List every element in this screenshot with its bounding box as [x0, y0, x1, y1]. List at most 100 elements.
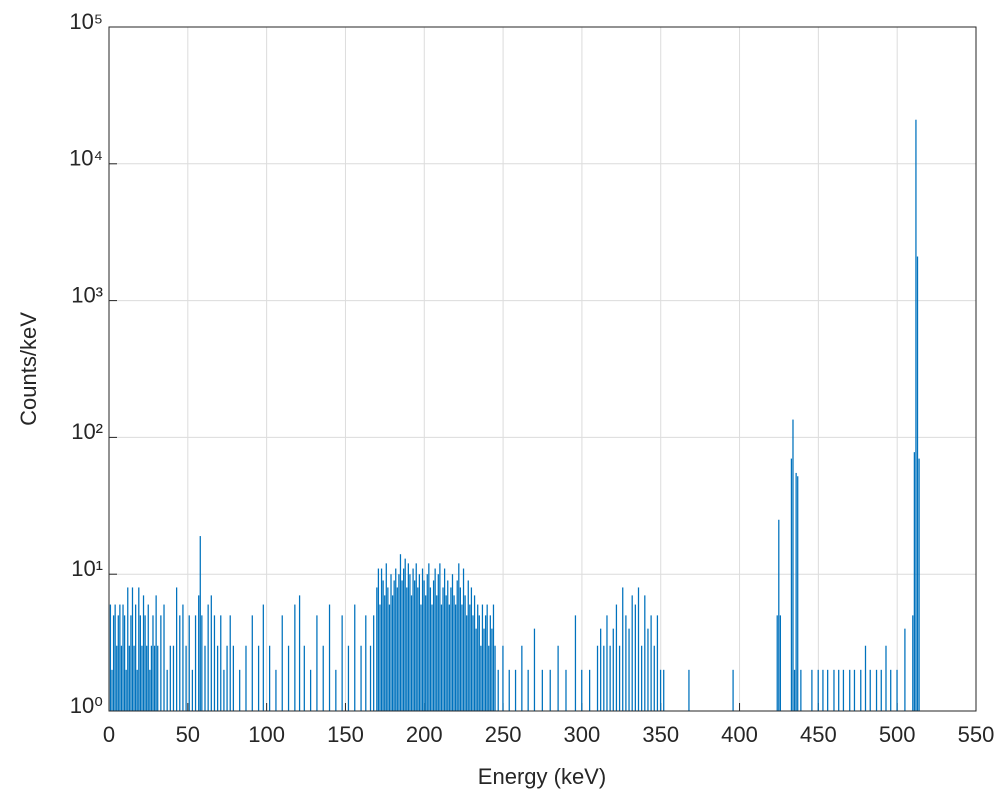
x-tick-label: 350 — [642, 722, 679, 747]
bar — [369, 645, 372, 711]
bar — [152, 615, 154, 711]
bar — [426, 574, 428, 711]
bar — [565, 669, 567, 711]
bar — [131, 587, 134, 711]
bar — [483, 628, 485, 711]
bar — [896, 669, 898, 711]
bar — [213, 615, 216, 711]
bar — [811, 669, 813, 711]
bar — [634, 604, 636, 711]
y-tick-label: 10³ — [71, 282, 103, 307]
bar — [210, 595, 212, 711]
bar — [514, 669, 517, 711]
bar — [491, 628, 493, 711]
bar — [494, 645, 496, 711]
bar — [618, 645, 621, 711]
bar — [136, 669, 138, 711]
bar — [414, 580, 416, 711]
bar — [461, 604, 463, 711]
bar — [135, 604, 137, 711]
bar — [574, 615, 577, 711]
bar — [842, 669, 845, 711]
bar — [885, 645, 887, 711]
bar — [390, 574, 392, 711]
bar — [175, 587, 178, 711]
bar — [853, 669, 856, 711]
bar — [793, 669, 796, 711]
bar — [838, 669, 840, 711]
bar — [439, 563, 441, 711]
bar — [434, 568, 436, 711]
bar — [890, 669, 892, 711]
bar — [376, 587, 378, 711]
bar — [688, 669, 690, 711]
bar — [316, 615, 318, 711]
bar — [269, 645, 271, 711]
y-tick-label: 10¹ — [71, 556, 103, 581]
bar — [229, 615, 231, 711]
bar — [833, 669, 835, 711]
bar — [114, 604, 116, 711]
bar — [109, 604, 112, 711]
x-tick-label: 500 — [879, 722, 916, 747]
bar — [138, 587, 140, 711]
bar — [111, 669, 113, 711]
y-tick-label: 10⁴ — [69, 146, 103, 171]
bar — [612, 628, 614, 711]
y-tick-label: 10² — [71, 419, 103, 444]
bar — [328, 604, 331, 711]
x-tick-label: 200 — [406, 722, 443, 747]
bar — [199, 536, 201, 711]
bar — [653, 645, 655, 711]
bar — [420, 604, 422, 711]
bar — [163, 604, 165, 711]
bar — [155, 595, 157, 711]
bar — [644, 595, 646, 711]
bar — [497, 669, 499, 711]
bar — [421, 568, 424, 711]
bar — [447, 580, 449, 711]
bar — [144, 615, 146, 711]
bar — [625, 615, 627, 711]
bar — [486, 604, 488, 711]
bar — [391, 595, 394, 711]
bar — [341, 615, 343, 711]
bar — [541, 669, 543, 711]
bar — [120, 645, 123, 711]
bar — [204, 645, 206, 711]
bar — [393, 580, 395, 711]
bar — [795, 472, 797, 711]
bar — [849, 669, 851, 711]
bar — [147, 604, 149, 711]
bar — [117, 615, 119, 711]
bar — [609, 645, 611, 711]
bar — [262, 604, 264, 711]
bar — [418, 574, 421, 711]
bar — [133, 645, 135, 711]
bar — [732, 669, 734, 711]
bar — [365, 615, 367, 711]
bar — [437, 574, 439, 711]
bar — [533, 628, 536, 711]
bar — [549, 669, 551, 711]
bar — [207, 604, 209, 711]
bar — [232, 645, 235, 711]
bar — [596, 645, 599, 711]
bar — [508, 669, 510, 711]
bar — [198, 595, 200, 711]
bar — [442, 587, 444, 711]
bar — [502, 645, 504, 711]
bar — [401, 580, 403, 711]
bar — [453, 595, 455, 711]
bar — [153, 645, 156, 711]
bar — [409, 574, 411, 711]
bar — [631, 595, 633, 711]
bar — [179, 615, 181, 711]
bar — [429, 587, 432, 711]
bar — [432, 580, 435, 711]
bar — [404, 558, 406, 711]
bar — [194, 615, 197, 711]
bar — [792, 419, 794, 711]
bar — [650, 615, 652, 711]
